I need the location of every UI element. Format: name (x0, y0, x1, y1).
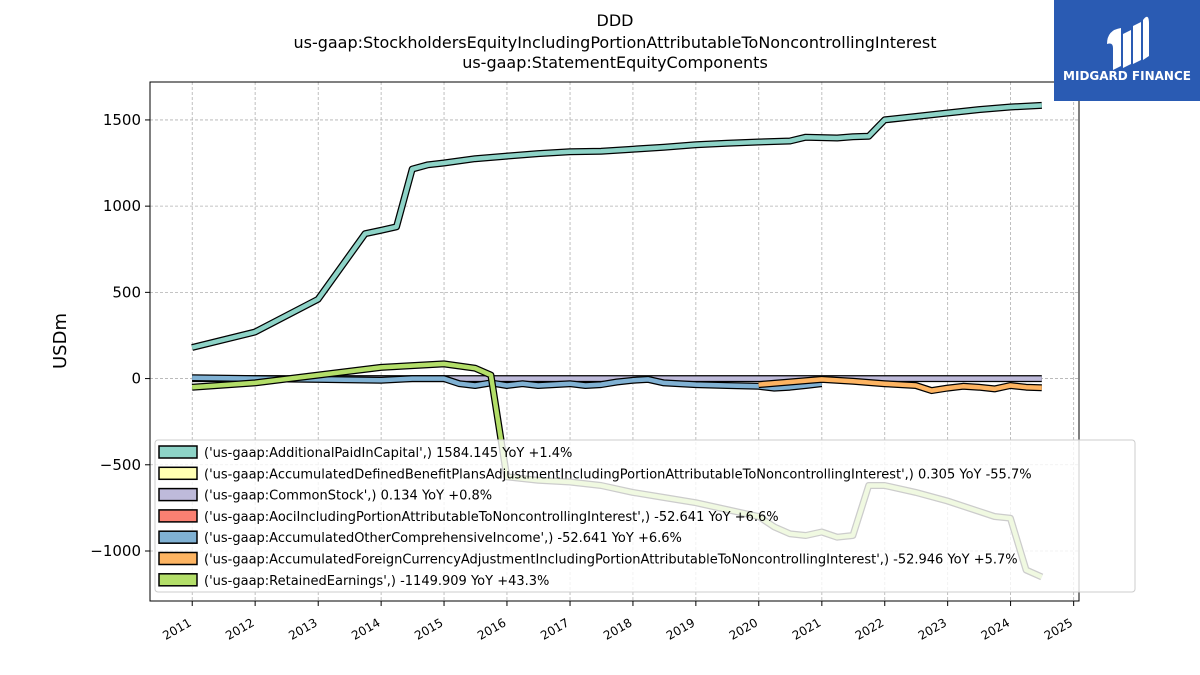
legend-swatch (158, 573, 198, 587)
x-tick-label: 2024 (979, 615, 1012, 642)
x-tick-label: 2020 (727, 615, 760, 642)
chart-title-line: DDD (597, 11, 634, 30)
x-tick-label: 2023 (916, 615, 949, 642)
legend-swatch (158, 530, 198, 544)
legend-swatch (158, 509, 198, 523)
x-tick-label: 2021 (790, 615, 823, 642)
legend-swatch (158, 487, 198, 502)
y-axis: −1000 −500 0 500 1000 1500 (90, 111, 150, 560)
x-tick-label: 2018 (601, 615, 634, 642)
series-line (191, 103, 1042, 350)
x-tick-label: 2017 (538, 615, 571, 642)
x-tick-label: 2011 (160, 615, 193, 642)
y-tick-label: 0 (131, 370, 141, 388)
y-tick-label: 1000 (103, 197, 141, 215)
y-axis-label: USDm (50, 313, 71, 369)
legend-swatch (158, 445, 198, 459)
axes-frame (149, 81, 1080, 602)
y-tick-label: 1500 (103, 111, 141, 129)
legend-entry: ('us-gaap:AccumulatedOtherComprehensiveI… (204, 531, 682, 546)
logo-mark-icon (1107, 16, 1149, 70)
midgard-finance-logo: MIDGARD FINANCE (1054, 0, 1200, 101)
series-line-outline (191, 101, 1042, 351)
legend-entry: ('us-gaap:CommonStock',) 0.134 YoY +0.8% (204, 489, 492, 504)
legend-swatch (158, 466, 198, 481)
x-tick-label: 2015 (412, 615, 445, 642)
x-tick-label: 2016 (475, 615, 508, 642)
series-line (758, 377, 1042, 393)
legend-entry: ('us-gaap:RetainedEarnings',) -1149.909 … (204, 574, 549, 589)
x-axis: 2011 2012 2013 2014 2015 2016 2017 2018 2019 2020… (160, 601, 1075, 643)
plot-area (191, 101, 1044, 581)
y-tick-label: −500 (100, 456, 141, 474)
legend-entry: ('us-gaap:AdditionalPaidInCapital',) 158… (204, 446, 572, 461)
x-tick-label: 2019 (664, 615, 697, 642)
x-tick-label: 2013 (286, 615, 319, 642)
x-tick-label: 2014 (349, 615, 382, 642)
x-tick-label: 2012 (223, 615, 256, 642)
x-tick-label: 2025 (1042, 615, 1075, 642)
series-line (192, 375, 822, 391)
logo-text: MIDGARD FINANCE (1063, 69, 1191, 83)
legend-entry: ('us-gaap:AccumulatedDefinedBenefitPlans… (204, 467, 1032, 482)
chart-subtitle-line: us-gaap:StockholdersEquityIncludingPorti… (293, 33, 936, 52)
x-tick-label: 2022 (853, 615, 886, 642)
chart-subtitle-line: us-gaap:StatementEquityComponents (462, 53, 768, 72)
chart-title: DDD us-gaap:StockholdersEquityIncludingP… (293, 11, 936, 72)
legend-entry: ('us-gaap:AociIncludingPortionAttributab… (204, 510, 779, 525)
legend-entry: ('us-gaap:AccumulatedForeignCurrencyAdju… (204, 553, 1018, 568)
y-tick-label: 500 (112, 283, 141, 301)
y-tick-label: −1000 (90, 542, 141, 560)
legend: ('us-gaap:AdditionalPaidInCapital',) 158… (154, 439, 1136, 593)
legend-swatch (158, 551, 198, 566)
legend-box (154, 439, 1136, 593)
